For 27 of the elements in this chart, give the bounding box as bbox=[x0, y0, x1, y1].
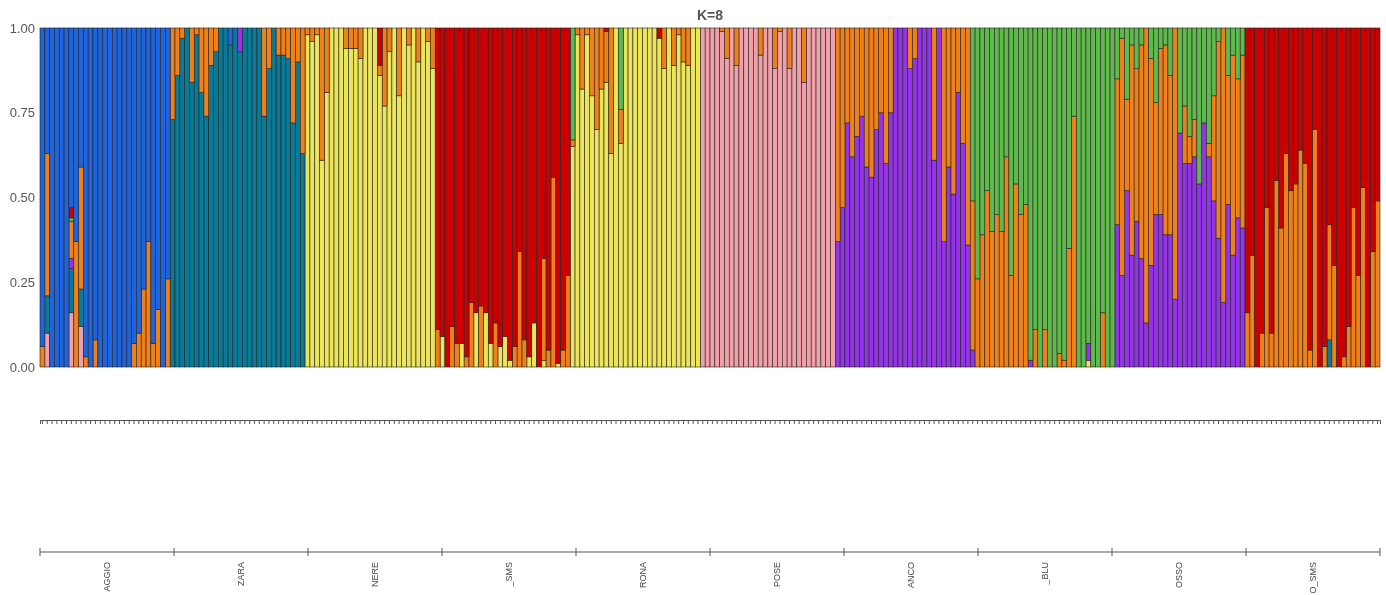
bar bbox=[63, 27, 70, 368]
bar bbox=[251, 27, 258, 368]
bar bbox=[762, 27, 769, 368]
text: RONA bbox=[638, 562, 648, 589]
y-tick-label: 1.00 bbox=[9, 20, 35, 36]
y-tick-label: 0.50 bbox=[9, 190, 35, 206]
bar bbox=[1109, 27, 1116, 368]
bar bbox=[709, 27, 716, 368]
bar bbox=[116, 27, 123, 368]
bar bbox=[815, 27, 822, 368]
y-tick-label: 0.75 bbox=[9, 105, 35, 121]
bar bbox=[627, 27, 634, 368]
text: ZARA bbox=[236, 562, 246, 587]
text: O_SMS bbox=[1308, 562, 1318, 594]
text: ANCO bbox=[906, 562, 916, 589]
text: NERE bbox=[370, 562, 380, 588]
y-tick-label: 0.25 bbox=[9, 274, 35, 290]
text: OSSO bbox=[1174, 562, 1184, 589]
chart-title: K=8 bbox=[696, 7, 724, 23]
text: AGGIO bbox=[102, 562, 112, 592]
bar bbox=[897, 27, 904, 368]
text: _SMS bbox=[504, 562, 514, 588]
y-tick-label: 0.00 bbox=[9, 359, 35, 375]
text: _BLU bbox=[1040, 562, 1050, 586]
bar bbox=[921, 27, 928, 368]
text: POSE bbox=[772, 562, 782, 588]
bar bbox=[333, 27, 340, 368]
